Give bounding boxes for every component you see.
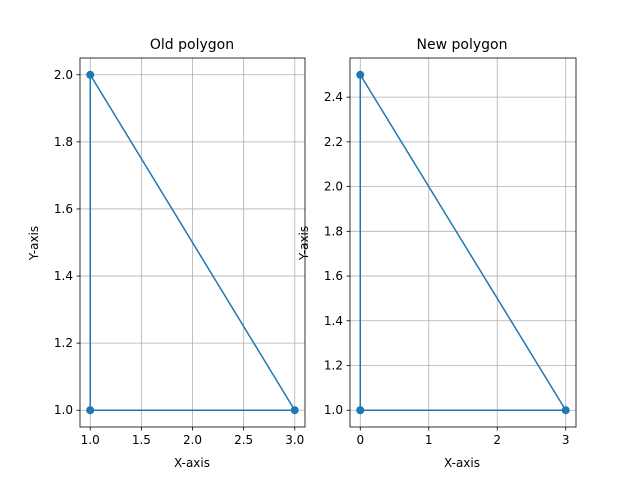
x-axis-label: X-axis [444, 456, 480, 470]
y-tick-label: 1.8 [54, 135, 73, 149]
x-tick-label: 0 [356, 433, 364, 447]
y-tick-label: 1.2 [54, 336, 73, 350]
data-point [356, 406, 365, 415]
y-tick-label: 1.6 [324, 269, 343, 283]
data-point [561, 406, 570, 415]
axes-frame [349, 57, 577, 428]
chart-title: New polygon [417, 37, 508, 53]
y-tick-label: 1.0 [324, 403, 343, 417]
plot-area: 1.0 1.5 2.0 2.5 3.0 1.0 1.2 1.4 1.6 1.8 2.0 [54, 57, 306, 447]
series-line [89, 74, 296, 411]
data-point [86, 406, 95, 415]
y-tick-label: 1.4 [54, 269, 73, 283]
x-tick-label: 1.5 [132, 433, 151, 447]
chart-title: Old polygon [150, 37, 234, 53]
y-axis-label: Y-axis [27, 226, 41, 261]
y-tick-label: 1.0 [54, 403, 73, 417]
y-tick-label: 2.4 [324, 90, 343, 104]
y-tick-label: 1.6 [54, 202, 73, 216]
y-tick-label: 2.0 [324, 180, 343, 194]
y-tick-label: 1.8 [324, 224, 343, 238]
data-point [356, 70, 365, 79]
data-point [290, 406, 299, 415]
y-tick-label: 1.4 [324, 314, 343, 328]
x-tick-label: 1 [425, 433, 433, 447]
x-tick-label: 2.5 [234, 433, 253, 447]
y-axis-label: Y-axis [297, 226, 311, 261]
y-tick-label: 1.2 [324, 359, 343, 373]
subplot-new-polygon: 0 1 2 3 1.0 1.2 1.4 1.6 1.8 2.0 2.2 2.4 New polygon… [297, 37, 577, 470]
x-tick-label: 3 [562, 433, 570, 447]
y-tick-label: 2.2 [324, 135, 343, 149]
series-line [359, 74, 567, 411]
subplot-old-polygon: 1.0 1.5 2.0 2.5 3.0 1.0 1.2 1.4 1.6 1.8 2.0 Old po… [27, 37, 306, 470]
y-tick-label: 2.0 [54, 68, 73, 82]
x-tick-label: 2.0 [183, 433, 202, 447]
data-point [86, 70, 95, 79]
x-axis-label: X-axis [174, 456, 210, 470]
x-tick-label: 3.0 [285, 433, 304, 447]
plot-area: 0 1 2 3 1.0 1.2 1.4 1.6 1.8 2.0 2.2 2.4 [324, 57, 577, 447]
x-tick-label: 2 [493, 433, 501, 447]
x-tick-label: 1.0 [81, 433, 100, 447]
